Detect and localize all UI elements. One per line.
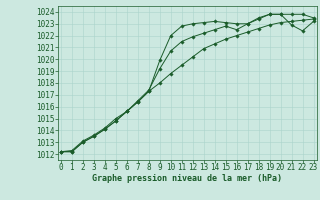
X-axis label: Graphe pression niveau de la mer (hPa): Graphe pression niveau de la mer (hPa) [92, 174, 282, 183]
